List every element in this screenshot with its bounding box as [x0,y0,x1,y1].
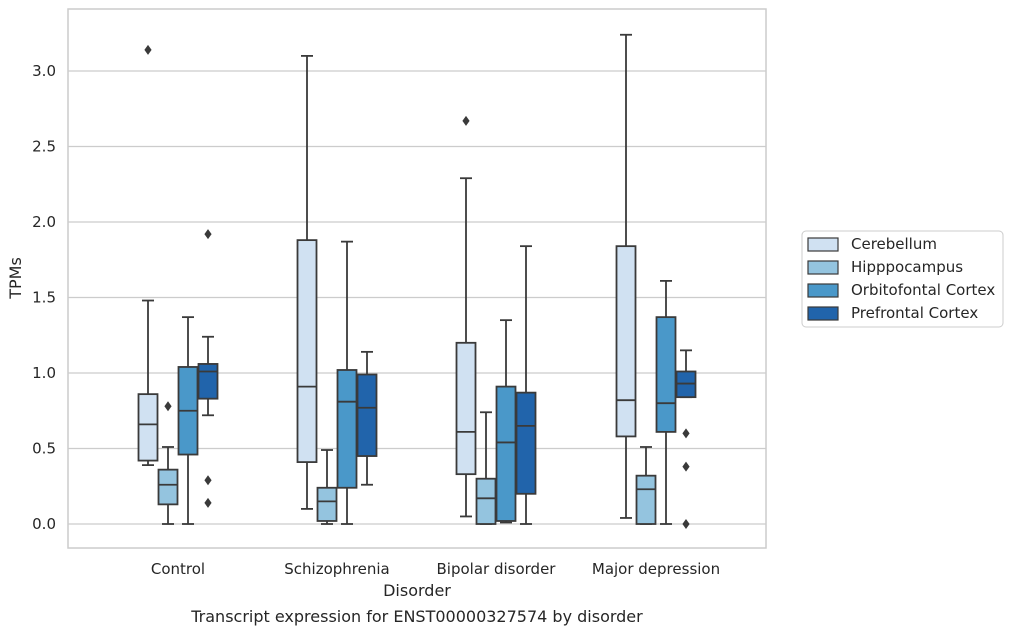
box-hipppocampus [475,411,497,525]
x-tick-labels: Control Schizophrenia Bipolar disorder Majo… [151,560,720,578]
y-tick-label: 3.0 [32,62,56,80]
legend-label: Orbitofontal Cortex [851,281,995,299]
box-cerebellum [455,115,477,518]
x-tick-label: Major depression [592,560,720,578]
outlier-point [204,229,212,240]
box-hipppocampus [635,446,657,525]
iqr-box [316,486,338,522]
y-tick-label: 1.0 [32,364,56,382]
legend-swatch [807,237,839,252]
box-cerebellum [137,44,159,467]
y-tick-label: 2.0 [32,213,56,231]
y-axis-label: TPMs [6,257,25,300]
iqr-box [455,341,477,476]
iqr-box [635,474,657,525]
y-tick-label: 1.5 [32,289,56,307]
x-tick-label: Control [151,560,205,578]
outlier-point [204,475,212,486]
iqr-box [296,239,318,463]
outlier-point [682,428,690,439]
legend-swatch [807,283,839,298]
box-prefrontal-cortex [356,350,378,486]
box-hipppocampus [157,401,179,525]
outlier-point [164,401,172,412]
y-tick-labels: 0.0 0.5 1.0 1.5 2.0 2.5 3.0 [32,62,56,533]
legend-swatch [807,306,839,321]
x-axis-label: Disorder [383,581,451,600]
box-prefrontal-cortex [515,245,537,525]
legend-swatch [807,260,839,275]
outlier-point [204,497,212,508]
box-orbitofontal-cortex [177,316,199,525]
iqr-box [515,391,537,495]
outlier-point [462,115,470,126]
box-prefrontal-cortex [197,229,219,508]
x-tick-label: Bipolar disorder [437,560,557,578]
legend-frame [801,230,1004,328]
outlier-point [144,44,152,55]
chart-title: Transcript expression for ENST0000032757… [190,607,643,626]
iqr-box [197,363,219,400]
iqr-box [655,316,677,433]
iqr-box [475,477,497,525]
box-hipppocampus [316,449,338,525]
gridlines [68,70,766,525]
legend-label: Prefrontal Cortex [851,304,978,322]
y-tick-label: 0.5 [32,440,56,458]
legend-label: Cerebellum [851,235,937,253]
outlier-point [682,519,690,529]
box-orbitofontal-cortex [655,279,677,525]
iqr-box [356,373,378,457]
box-cerebellum [296,55,318,510]
boxplots [137,33,697,529]
box-orbitofontal-cortex [336,240,358,525]
iqr-box [615,245,637,438]
iqr-box [336,369,358,489]
iqr-box [157,468,179,506]
box-orbitofontal-cortex [495,319,517,524]
box-cerebellum [615,33,637,519]
plot-frame [67,8,767,549]
x-tick-label: Schizophrenia [284,560,389,578]
y-tick-label: 0.0 [32,515,56,533]
iqr-box [137,393,159,462]
iqr-box [495,385,517,522]
legend-label: Hipppocampus [851,258,963,276]
legend[interactable]: Cerebellum Hipppocampus Orbitofontal Corte… [801,230,1004,328]
outlier-point [682,461,690,472]
box-prefrontal-cortex [675,349,697,529]
y-tick-label: 2.5 [32,138,56,156]
